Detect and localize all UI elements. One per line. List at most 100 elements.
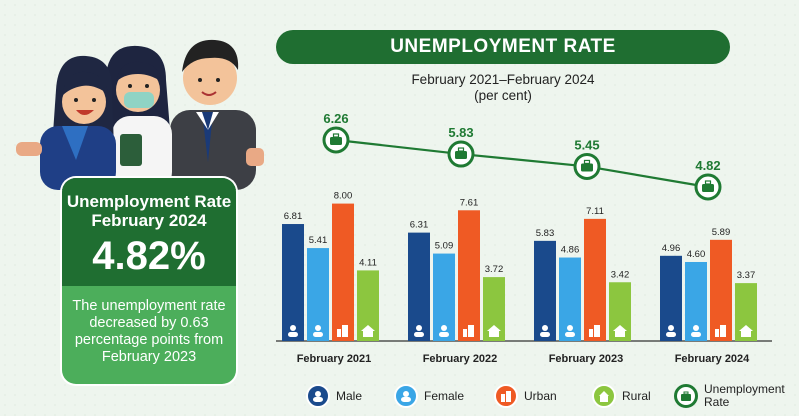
chart-subtitle-line1: February 2021–February 2024 (411, 72, 595, 87)
legend-label-female: Female (424, 389, 465, 403)
building-icon (337, 329, 341, 337)
rate-label-2: 5.83 (448, 125, 473, 140)
person-icon-body (540, 332, 550, 337)
category-label-1: February 2021 (297, 353, 372, 365)
briefcase-icon-handle (704, 180, 712, 185)
person-icon (668, 325, 674, 331)
legend-unemployment-rate: Unemployment Rate (674, 378, 785, 414)
male-icon (306, 384, 330, 408)
value-label-female-4: 4.60 (687, 249, 706, 260)
building-icon (463, 329, 467, 337)
legend-label-male: Male (336, 389, 363, 403)
category-label-3: February 2023 (549, 353, 624, 365)
person-icon (441, 325, 447, 331)
highlight-card-header: Unemployment Rate February 2024 4.82% (62, 178, 236, 286)
building-icon (715, 329, 719, 337)
person-icon (416, 325, 422, 331)
value-label-female-3: 4.86 (561, 245, 580, 256)
person-icon (315, 325, 321, 331)
category-label-2: February 2022 (423, 353, 498, 365)
building-icon (494, 384, 518, 408)
legend-label-unemployment-line1: Unemployment (704, 382, 785, 396)
bar-urban-3 (584, 218, 606, 341)
bar-rural-2 (483, 277, 505, 341)
woman-figure (16, 55, 116, 190)
bar-urban-4 (710, 239, 732, 341)
house-icon (361, 325, 375, 331)
unemployment-rate-line (335, 138, 709, 189)
briefcase-icon (702, 184, 714, 192)
house-icon-body (489, 331, 499, 337)
legend-label-rural: Rural (622, 389, 651, 403)
rate-label-4: 4.82 (695, 158, 720, 173)
value-label-urban-4: 5.89 (712, 227, 731, 238)
person-icon-body (313, 332, 323, 337)
card-description: The unemployment rate decreased by 0.63 … (62, 286, 236, 384)
bar-female-3 (559, 257, 581, 341)
building-icon-tower (342, 325, 348, 337)
female-icon (394, 384, 418, 408)
house-icon (739, 325, 753, 331)
legend-rural: Rural (592, 378, 651, 414)
bar-rural-3 (609, 282, 631, 341)
briefcase-icon-handle (457, 147, 465, 152)
person-icon-body (691, 332, 701, 337)
bar-urban-1 (332, 203, 354, 341)
briefcase-icon (581, 163, 593, 172)
building-icon-tower (720, 325, 726, 337)
highlight-card: Unemployment Rate February 2024 4.82% Th… (62, 178, 236, 384)
value-label-male-2: 6.31 (410, 220, 429, 231)
briefcase-icon (455, 151, 467, 160)
man-figure (170, 39, 264, 190)
value-label-female-2: 5.09 (435, 241, 454, 252)
person-icon (567, 325, 573, 331)
bar-male-1 (282, 224, 304, 341)
bar-rural-4 (735, 283, 757, 341)
legend-label-urban: Urban (524, 389, 557, 403)
bar-female-4 (685, 261, 707, 341)
bar-urban-2 (458, 210, 480, 341)
chart-title: UNEMPLOYMENT RATE (276, 30, 730, 64)
person-icon-body (414, 332, 424, 337)
legend-urban: Urban (494, 378, 557, 414)
house-icon (487, 325, 501, 331)
person-icon-body (439, 332, 449, 337)
briefcase-icon (674, 384, 698, 408)
house-icon-body (741, 331, 751, 337)
bar-female-1 (307, 248, 329, 341)
rate-label-1: 6.26 (323, 111, 348, 126)
person-icon (290, 325, 296, 331)
value-label-male-3: 5.83 (536, 228, 555, 239)
value-label-male-1: 6.81 (284, 211, 303, 222)
value-label-male-4: 4.96 (662, 243, 681, 254)
person-icon-body (565, 332, 575, 337)
bar-male-4 (660, 255, 682, 341)
category-label-4: February 2024 (675, 353, 750, 365)
value-label-urban-1: 8.00 (334, 191, 353, 202)
woman-masked-figure (106, 45, 172, 190)
legend-female: Female (394, 378, 464, 414)
briefcase-icon (330, 137, 342, 145)
legend-male: Male (306, 378, 362, 414)
house-icon-body (363, 331, 373, 337)
house-icon (613, 325, 627, 331)
house-icon (592, 384, 616, 408)
people-illustration (16, 39, 264, 190)
value-label-rural-3: 3.42 (611, 269, 630, 280)
building-icon (589, 329, 593, 337)
bar-rural-1 (357, 270, 379, 341)
briefcase-icon-handle (583, 159, 591, 165)
chart-subtitle-line2: (per cent) (474, 88, 532, 103)
briefcase-icon-handle (332, 133, 340, 138)
card-value: 4.82% (92, 234, 206, 278)
person-icon-body (288, 332, 298, 337)
legend-label-unemployment: Unemployment Rate (704, 383, 785, 409)
legend-label-unemployment-line2: Rate (704, 395, 730, 409)
card-label-line1: Unemployment Rate (66, 192, 232, 211)
person-icon (693, 325, 699, 331)
person-icon-body (666, 332, 676, 337)
value-label-urban-3: 7.11 (586, 206, 604, 217)
bar-female-2 (433, 253, 455, 341)
chart-subtitle: February 2021–February 2024 (per cent) (360, 72, 646, 104)
